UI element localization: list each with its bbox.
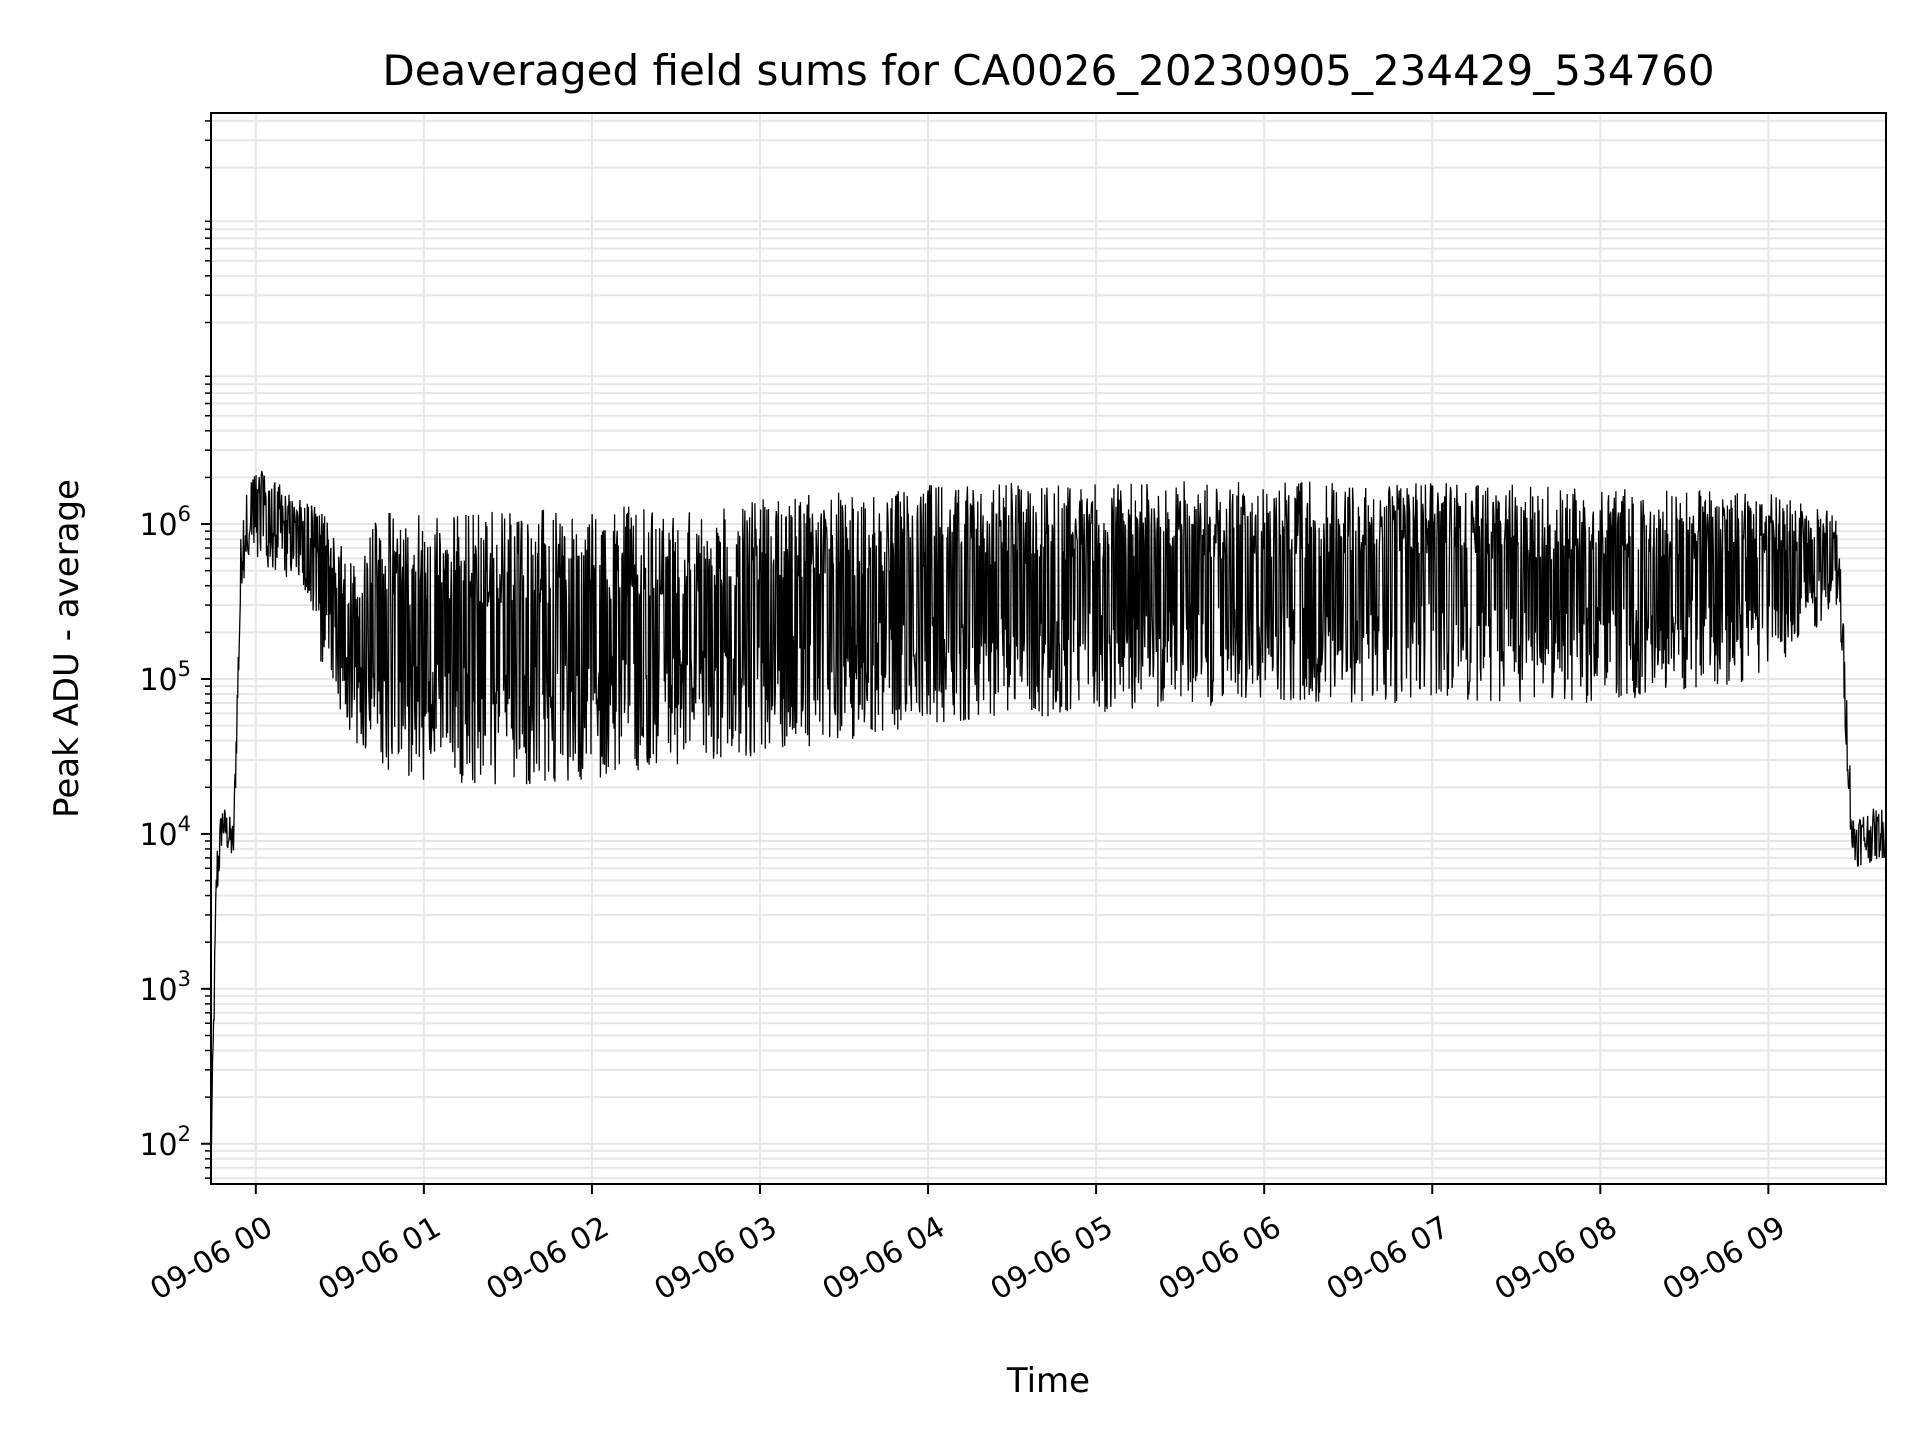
chart-title: Deaveraged field sums for CA0026_2023090… — [382, 46, 1714, 95]
series-group — [210, 470, 1887, 1156]
y-tick-label: 104 — [139, 812, 191, 853]
series-line — [210, 470, 1887, 1156]
y-tick-label: 102 — [139, 1122, 191, 1163]
x-tick-label: 09-06 09 — [1657, 1210, 1791, 1308]
plot-frame — [210, 112, 1887, 1185]
x-tick-label: 09-06 00 — [144, 1210, 278, 1308]
y-tick-label: 103 — [139, 967, 191, 1008]
x-tick-label: 09-06 08 — [1489, 1210, 1623, 1308]
x-tick-label: 09-06 04 — [817, 1210, 951, 1308]
y-tick-label: 105 — [139, 657, 191, 698]
x-tick-label: 09-06 05 — [985, 1210, 1119, 1308]
y-axis-label: Peak ADU - average — [47, 479, 87, 818]
x-tick-label: 09-06 01 — [313, 1210, 447, 1308]
grid-major — [211, 113, 1886, 1184]
x-axis-ticks: 09-06 00 09-06 01 09-06 02 09-06 03 09-06 04… — [144, 1184, 1791, 1307]
x-tick-label: 09-06 03 — [649, 1210, 783, 1308]
x-tick-label: 09-06 02 — [481, 1210, 615, 1308]
x-axis-label: Time — [1006, 1361, 1090, 1401]
x-tick-label: 09-06 06 — [1153, 1210, 1287, 1308]
x-tick-label: 09-06 07 — [1321, 1210, 1455, 1308]
y-tick-label: 106 — [139, 502, 191, 543]
y-axis-ticks: 102 103 104 105 106 — [139, 120, 211, 1179]
